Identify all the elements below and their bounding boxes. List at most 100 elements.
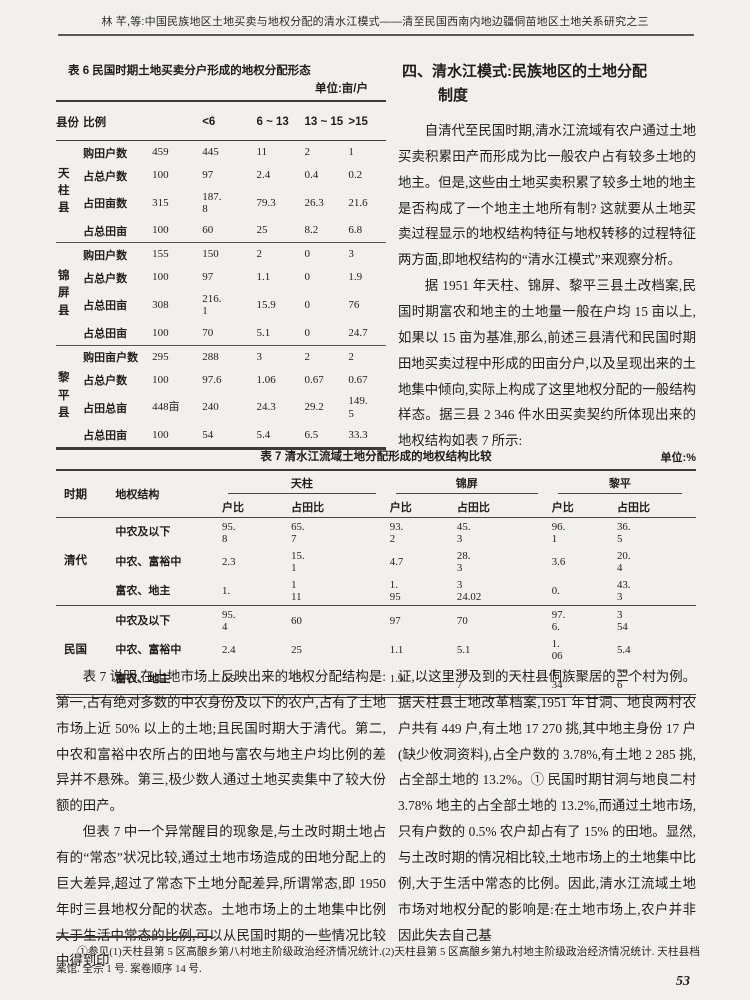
value-cell: 288 — [202, 350, 219, 363]
table-row: 占总户数 100 97.6 1.06 0.67 0.67 — [56, 369, 386, 392]
table-row: 富农、地主 0.5 15 1.9 24. 7 1. 34 39. 6 — [56, 665, 696, 696]
table-row: 占总田亩 100 60 25 8.2 6.8 — [56, 219, 386, 243]
col-header-period: 时期 — [64, 489, 87, 501]
table7-tenure-structure: 时期 地权结构 天柱 锦屏 黎平 户比 占田比 户比 占田比 户比 占田比 清代… — [56, 469, 696, 698]
row-label: 购田亩户数 — [83, 352, 139, 365]
col-header-structure: 地权结构 — [115, 489, 160, 501]
value-cell: 5.1 — [456, 644, 471, 657]
table-row: 占总田亩 100 54 5.4 6.5 33.3 — [56, 424, 386, 449]
value-cell: 15 — [291, 673, 302, 686]
value-cell: 95. 4 — [222, 608, 236, 634]
value-cell: 0.5 — [222, 673, 236, 686]
footnote-divider — [56, 936, 212, 938]
paragraph: 自清代至民国时期,清水江流域有农户通过土地买卖积累田产而形成为比一般农户占有较多… — [398, 123, 696, 268]
value-cell: 0.2 — [348, 169, 363, 182]
value-cell: 1. 34 — [551, 667, 563, 692]
value-cell: 4.7 — [389, 555, 404, 568]
value-cell: 187. 8 — [202, 190, 222, 216]
value-cell: 97 — [202, 169, 214, 182]
value-cell: 3 — [256, 350, 262, 363]
value-cell: 93. 2 — [389, 520, 404, 545]
value-cell: 100 — [152, 224, 169, 237]
value-cell: 29.2 — [304, 401, 324, 414]
row-label: 中农、富裕中 — [115, 644, 182, 657]
value-cell: 97 — [202, 271, 214, 284]
page-number: 53 — [676, 974, 690, 989]
value-cell: 1. 06 — [551, 638, 563, 663]
value-cell: 24. 7 — [456, 667, 471, 692]
value-cell: 240 — [202, 401, 219, 414]
value-cell: 5.4 — [616, 644, 631, 657]
value-cell: 1. 95 — [389, 578, 401, 603]
value-cell: 0.67 — [304, 373, 324, 386]
value-cell: 150 — [202, 248, 219, 261]
table7-group-minguo: 民国 中农及以下 95. 4 60 97 70 97. 6. 3 54 中农、富… — [56, 605, 696, 696]
value-cell: 100 — [152, 169, 169, 182]
table-row: 富农、地主 1. 1 11 1. 95 3 24.02 0. 43. 3 — [56, 576, 696, 606]
value-cell: 60 — [202, 224, 214, 237]
row-label: 中农及以下 — [115, 614, 171, 627]
row-label: 中农、富裕中 — [115, 555, 182, 568]
paragraph: 但表 7 中一个异常醒目的现象是,与土改时期土地占有的“常态”状况比较,通过土地… — [56, 824, 386, 969]
row-label: 占总田亩 — [83, 430, 128, 443]
row-label: 购田户数 — [83, 249, 128, 262]
value-cell: 100 — [152, 326, 169, 339]
subcol-header-zhantianbi: 占田比 — [456, 502, 490, 514]
value-cell: 8.2 — [304, 224, 319, 237]
col-header-6to13: 6 ~ 13 — [256, 101, 305, 141]
row-label: 占总户数 — [83, 170, 128, 183]
table7-group-qing: 清代 中农及以下 95. 8 65. 7 93. 2 45. 3 96. 1 3… — [56, 518, 696, 606]
value-cell: 3 54 — [616, 608, 628, 634]
row-label: 占总田亩 — [83, 300, 128, 313]
row-label: 富农、地主 — [115, 584, 171, 597]
bottom-two-column-area: 表 7 说明,在土地市场上反映出来的地权分配结构是:第一,占有绝对多数的中农身份… — [56, 662, 696, 974]
value-cell: 15. 1 — [291, 549, 305, 574]
left-column-table6: 表 6 民国时期土地买卖分户形成的地权分配形态 单位:亩/户 县份 比例 <6 … — [56, 54, 386, 454]
row-label: 占总田亩 — [83, 225, 128, 238]
value-cell: 1 — [348, 146, 354, 159]
county-label: 天柱县 — [58, 167, 70, 215]
value-cell: 2 — [304, 350, 311, 363]
table7-block: 表 7 清水江流域土地分配形成的地权结构比较 单位:% 时期 地权结构 天柱 锦… — [56, 448, 696, 698]
value-cell: 24.3 — [256, 401, 276, 414]
value-cell: 2.4 — [256, 169, 271, 182]
value-cell: 97.6 — [202, 373, 222, 386]
value-cell: 1 11 — [291, 578, 302, 603]
table-row: 占总户数 100 97 2.4 0.4 0.2 — [56, 164, 386, 187]
col-header-tianzhu: 天柱 — [222, 470, 390, 496]
value-cell: 2.3 — [222, 555, 236, 568]
subcol-header-hubi: 户比 — [389, 502, 412, 514]
value-cell: 45. 3 — [456, 520, 471, 545]
value-cell: 2 — [348, 350, 354, 363]
table-row: 占总田亩 100 70 5.1 0 24.7 — [56, 322, 386, 346]
value-cell: 21.6 — [348, 196, 368, 209]
value-cell: 70 — [456, 615, 468, 627]
value-cell: 28. 3 — [456, 549, 471, 574]
value-cell: 155 — [152, 248, 169, 261]
value-cell: 0.67 — [348, 373, 368, 386]
value-cell: 1.9 — [348, 271, 363, 284]
value-cell: 6.8 — [348, 224, 363, 237]
value-cell: 2 — [256, 248, 262, 261]
section-heading-line1: 四、清水江模式:民族地区的土地分配 — [402, 63, 647, 80]
row-label: 购田户数 — [83, 147, 128, 160]
paragraph: 表 7 说明,在土地市场上反映出来的地权分配结构是:第一,占有绝对多数的中农身份… — [56, 669, 386, 814]
col-header-blank — [152, 101, 203, 141]
value-cell: 36. 5 — [616, 520, 631, 545]
value-cell: 448亩 — [152, 401, 180, 414]
value-cell: 2.4 — [222, 644, 236, 657]
section-heading-line2: 制度 — [438, 87, 469, 104]
county-label: 黎平县 — [58, 372, 70, 419]
value-cell: 79.3 — [256, 196, 276, 209]
value-cell: 0.4 — [304, 169, 319, 182]
table6-unit-note: 单位:亩/户 — [314, 83, 368, 95]
value-cell: 39. 6 — [616, 667, 631, 692]
paragraph: 证,以这里涉及到的天柱县侗族聚居的三个村为例。据天柱县土地改革档案,1951 年… — [398, 669, 696, 943]
subcol-header-hubi: 户比 — [222, 502, 244, 514]
value-cell: 6.5 — [304, 429, 319, 442]
value-cell: 60 — [291, 615, 302, 627]
table6-header: 县份 比例 <6 6 ~ 13 13 ~ 15 >15 — [56, 101, 386, 141]
value-cell: 0. — [551, 584, 560, 597]
value-cell: 100 — [152, 429, 169, 442]
table-row: 锦屏县 购田户数 155 150 2 0 3 — [56, 243, 386, 316]
